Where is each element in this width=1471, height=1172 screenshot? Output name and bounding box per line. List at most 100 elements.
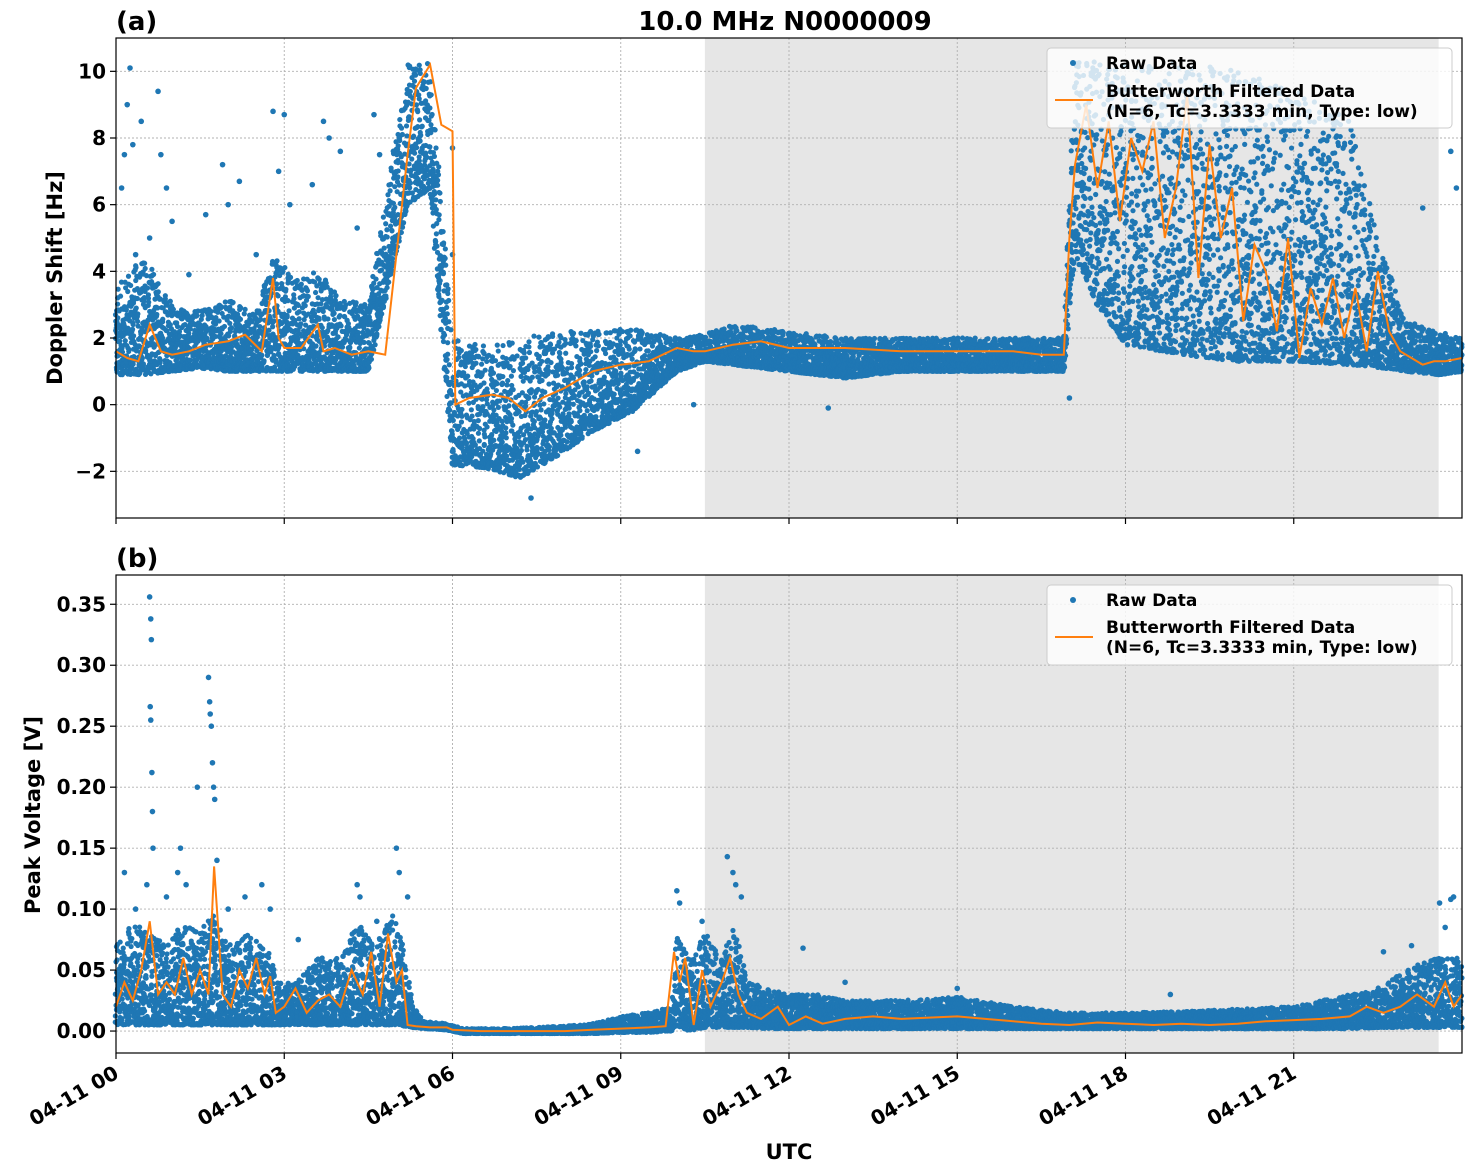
raw-data-point — [469, 413, 475, 419]
raw-data-point — [432, 191, 438, 197]
raw-data-point — [514, 445, 520, 451]
raw-data-point — [400, 220, 407, 226]
raw-data-point — [380, 303, 387, 309]
raw-data-point — [449, 431, 455, 437]
raw-data-point — [384, 284, 390, 291]
raw-data-point — [397, 116, 403, 123]
raw-data-point — [227, 320, 233, 326]
raw-data-point — [257, 324, 263, 330]
raw-data-point — [280, 269, 286, 275]
raw-data-point — [592, 354, 598, 360]
raw-data-point — [475, 418, 481, 424]
raw-data-point — [444, 304, 450, 311]
raw-data-point — [581, 379, 587, 385]
raw-data-point — [128, 282, 134, 289]
raw-data-point — [370, 287, 376, 293]
raw-data-point — [374, 333, 380, 339]
raw-data-point — [563, 350, 569, 356]
raw-data-point — [284, 312, 290, 319]
raw-data-point — [141, 298, 147, 304]
raw-data-point — [396, 182, 402, 188]
raw-data-point — [186, 330, 192, 336]
raw-data-point — [503, 425, 509, 431]
raw-data-point — [596, 331, 602, 337]
raw-data-point — [587, 343, 594, 350]
raw-data-point — [482, 434, 488, 440]
raw-data-point — [444, 311, 450, 317]
raw-data-point — [548, 359, 554, 366]
raw-data-point — [445, 340, 451, 346]
raw-data-point — [171, 329, 178, 335]
raw-data-point — [415, 109, 421, 115]
raw-data-point — [143, 273, 150, 279]
raw-data-point — [573, 338, 579, 344]
raw-data-point — [382, 295, 388, 301]
raw-data-point — [459, 413, 465, 419]
raw-data-point — [626, 346, 632, 352]
raw-data-point — [230, 299, 236, 306]
raw-data-point — [437, 278, 443, 284]
raw-data-point — [333, 293, 339, 299]
raw-data-point — [557, 350, 563, 356]
panel-a-raw-points — [112, 59, 1465, 501]
raw-data-point — [542, 389, 548, 395]
raw-data-point — [440, 241, 447, 248]
raw-data-point — [440, 229, 446, 235]
raw-data-point — [176, 328, 183, 335]
raw-data-point — [555, 395, 561, 401]
raw-data-point — [585, 390, 592, 396]
raw-data-point — [516, 409, 522, 415]
raw-data-point — [142, 265, 148, 272]
raw-data-point — [407, 185, 413, 191]
raw-data-point — [432, 239, 439, 245]
raw-data-point — [481, 380, 487, 386]
raw-data-point — [446, 319, 452, 325]
raw-data-point — [472, 341, 478, 348]
raw-data-point — [392, 204, 398, 210]
raw-data-point — [433, 145, 439, 151]
raw-data-point — [556, 339, 562, 345]
raw-data-point — [566, 411, 572, 417]
raw-data-point — [441, 332, 448, 338]
raw-data-point — [534, 444, 540, 451]
raw-data-point — [133, 263, 139, 269]
raw-data-point — [146, 299, 152, 305]
raw-data-point — [531, 333, 537, 339]
raw-data-point — [555, 452, 561, 459]
raw-data-point — [549, 416, 555, 422]
raw-data-point — [429, 111, 435, 118]
raw-data-point — [117, 338, 123, 344]
raw-data-point — [628, 327, 634, 333]
raw-data-point — [506, 403, 512, 409]
raw-data-point — [151, 344, 157, 350]
raw-data-point — [473, 360, 479, 366]
raw-data-point — [508, 373, 515, 379]
raw-data-point — [271, 318, 277, 324]
raw-data-point — [577, 408, 583, 414]
raw-data-point — [431, 153, 438, 159]
raw-data-point — [433, 197, 439, 203]
raw-data-point — [564, 439, 570, 445]
raw-data-point — [579, 434, 585, 440]
raw-data-point — [526, 349, 533, 356]
raw-data-point — [436, 217, 442, 223]
raw-data-point — [642, 352, 648, 359]
raw-data-point — [481, 442, 487, 449]
raw-data-point — [566, 405, 572, 411]
raw-data-point — [445, 351, 451, 357]
raw-data-point — [492, 358, 499, 364]
raw-data-point — [169, 313, 175, 319]
raw-data-point — [578, 330, 584, 336]
raw-data-point — [437, 198, 443, 205]
raw-data-point — [536, 353, 542, 359]
raw-data-point — [444, 356, 450, 363]
raw-data-point — [241, 311, 247, 317]
raw-data-point — [539, 377, 545, 384]
raw-data-point — [310, 270, 317, 276]
raw-data-point — [503, 430, 509, 436]
raw-data-point — [389, 227, 395, 233]
raw-data-point — [418, 132, 424, 138]
raw-data-point — [144, 285, 151, 291]
raw-data-point — [237, 316, 244, 322]
